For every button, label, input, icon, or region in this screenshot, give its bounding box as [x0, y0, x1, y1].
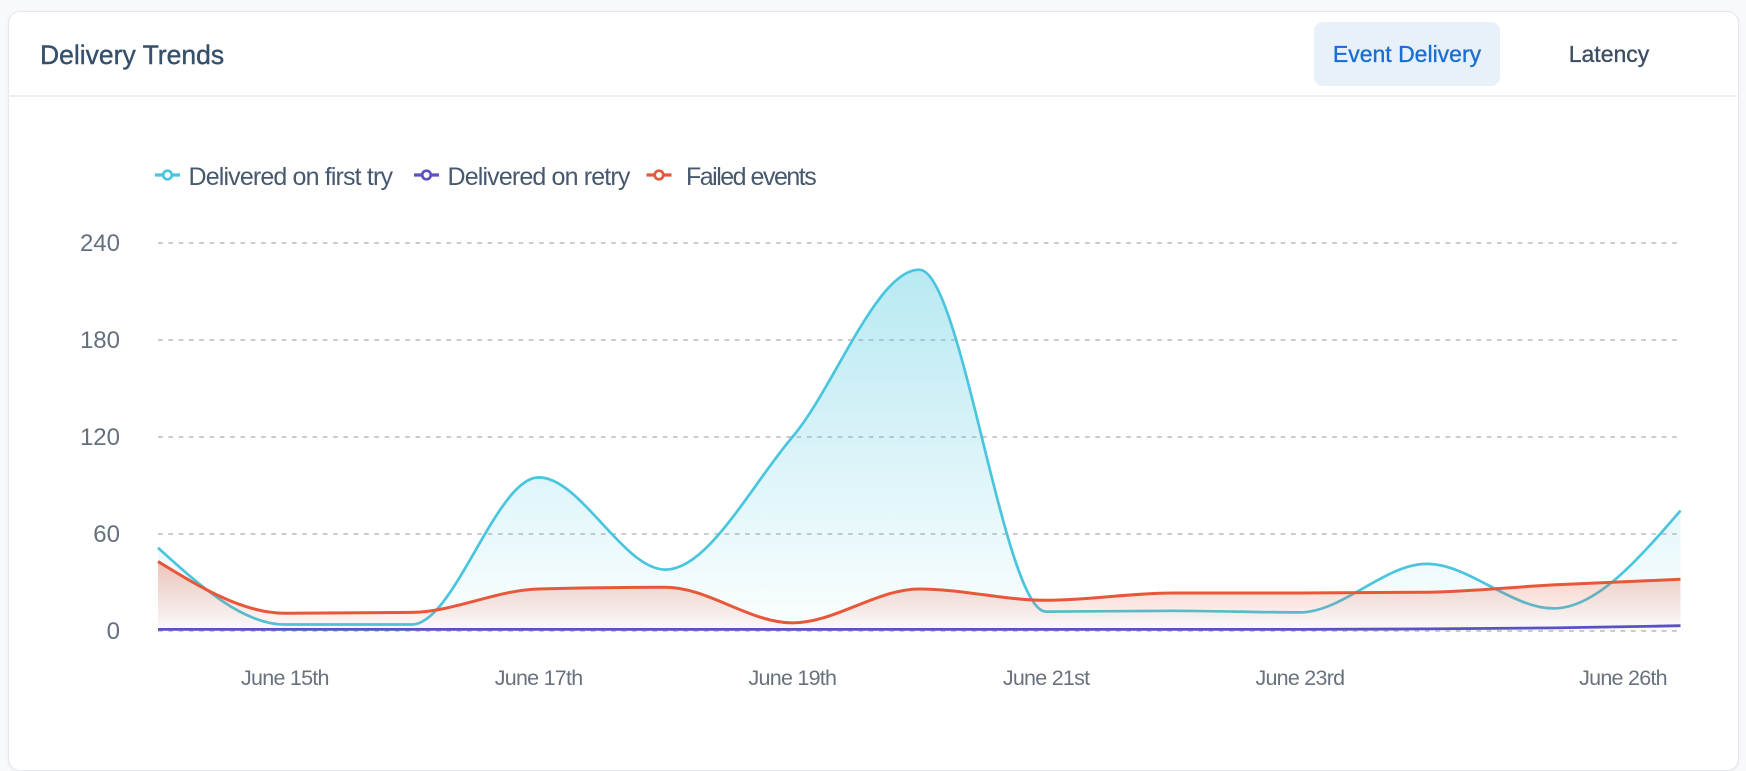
svg-text:June 19th: June 19th: [749, 666, 837, 690]
svg-text:June 15th: June 15th: [241, 666, 329, 690]
svg-text:Failed events: Failed events: [686, 163, 816, 191]
svg-text:240: 240: [80, 230, 120, 257]
svg-text:Delivered on first try: Delivered on first try: [189, 163, 394, 191]
svg-text:June 21st: June 21st: [1003, 666, 1090, 690]
svg-text:June 23rd: June 23rd: [1255, 666, 1344, 690]
svg-text:120: 120: [80, 424, 120, 451]
svg-text:0: 0: [107, 618, 120, 645]
svg-text:June 17th: June 17th: [495, 666, 583, 690]
svg-text:Delivered on retry: Delivered on retry: [448, 163, 631, 191]
svg-text:60: 60: [93, 521, 120, 548]
svg-text:June 26th: June 26th: [1579, 666, 1667, 690]
svg-text:180: 180: [80, 327, 120, 354]
